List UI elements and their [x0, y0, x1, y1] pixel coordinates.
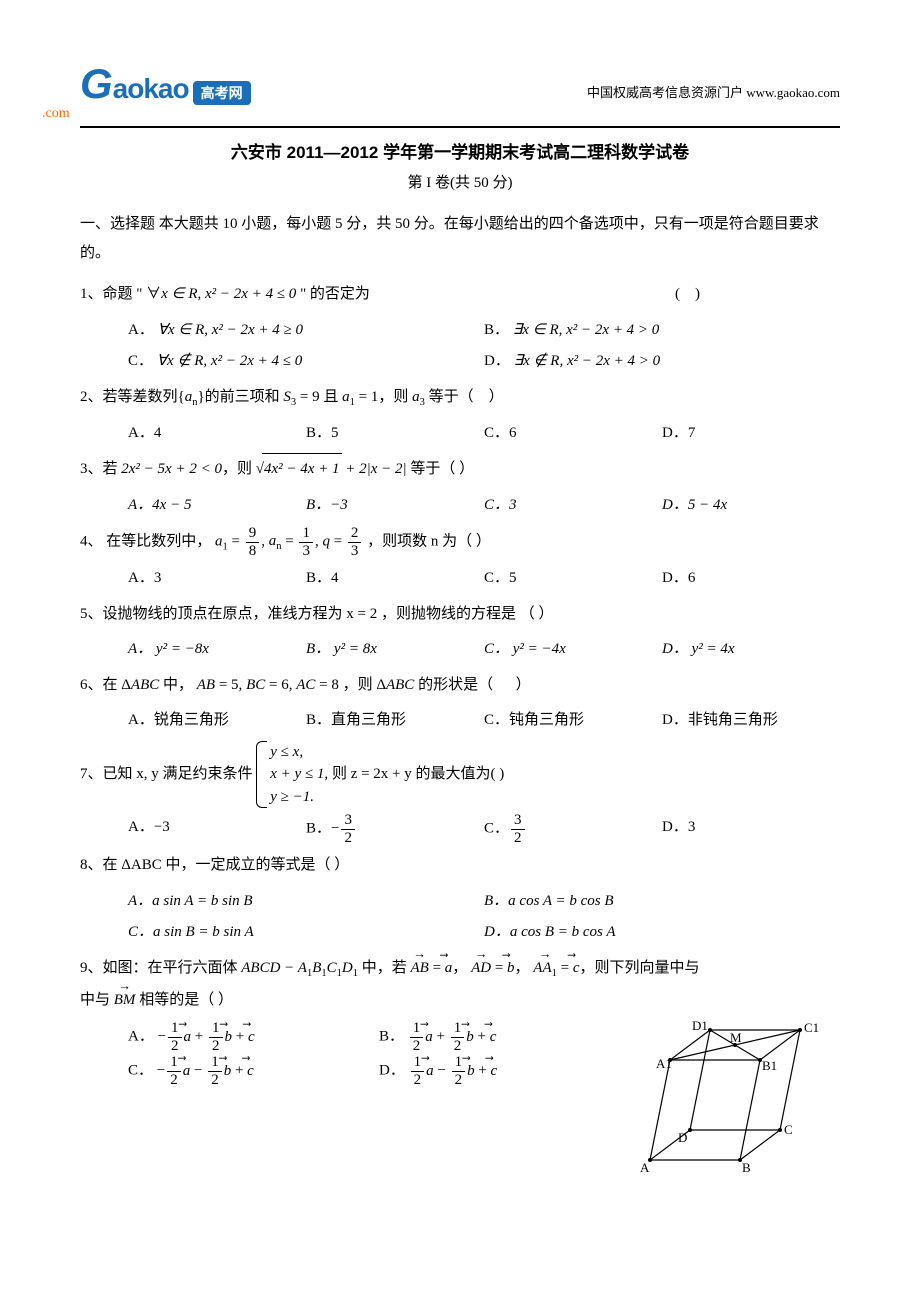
q3-options: A．4x − 5 B．−3 C．3 D．5 − 4x [80, 490, 840, 522]
q7-opt-a: A．−3 [128, 812, 306, 846]
q2-options: A．4 B．5 C．6 D．7 [80, 418, 840, 450]
q5-options: A． y² = −8x B． y² = 8x C． y² = −4x D． y²… [80, 634, 840, 666]
q7-opt-c: C．32 [484, 812, 662, 846]
q9-opt-b: B． 12a + 12b + c [379, 1020, 630, 1054]
q5-opt-d: D． y² = 4x [662, 634, 840, 666]
q4-opt-c: C．5 [484, 563, 662, 595]
question-1: 1、命题 " ∀x ∈ R, x² − 2x + 4 ≤ 0 " 的否定为 ( … [80, 279, 840, 311]
q3-opt-b: B．−3 [306, 490, 484, 522]
q4-options: A．3 B．4 C．5 D．6 [80, 563, 840, 595]
question-5: 5、设抛物线的顶点在原点，准线方程为 x = 2 ，则抛物线的方程是 （ ） [80, 599, 840, 631]
q8-options: A．a sin A = b sin B B．a cos A = b cos B … [80, 886, 840, 949]
constraint-system: y ≤ x, x + y ≤ 1, y ≥ −1. [256, 741, 328, 809]
logo-com: .com [42, 106, 251, 122]
q3-opt-a: A．4x − 5 [128, 490, 306, 522]
q6-opt-b: B．直角三角形 [306, 705, 484, 737]
label-d: D [678, 1130, 687, 1145]
q4-opt-a: A．3 [128, 563, 306, 595]
question-9: 9、如图：在平行六面体 ABCD − A1B1C1D1 中，若 AB = a， … [80, 953, 840, 1017]
page-title: 六安市 2011—2012 学年第一学期期末考试高二理科数学试卷 [80, 138, 840, 163]
q1-opt-d: D． ∃x ∉ R, x² − 2x + 4 > 0 [484, 346, 840, 378]
q9-opt-c: C． −12a − 12b + c [128, 1054, 379, 1088]
q9-body: A． −12a + 12b + c B． 12a + 12b + c C． −1… [80, 1020, 840, 1180]
question-2: 2、若等差数列{an}的前三项和 S3 = 9 且 a1 = 1，则 a3 等于… [80, 382, 840, 414]
q5-opt-a: A． y² = −8x [128, 634, 306, 666]
page-subtitle: 第 I 卷(共 50 分) [80, 171, 840, 192]
section-intro: 一、选择题 本大题共 10 小题，每小题 5 分，共 50 分。在每小题给出的四… [80, 210, 840, 267]
question-8: 8、在 ΔABC 中，一定成立的等式是（ ） [80, 850, 840, 882]
header-row: G aokao 高考网 .com 中国权威高考信息资源门户 www.gaokao… [80, 60, 840, 122]
question-3: 3、若 2x² − 5x + 2 < 0，则 √4x² − 4x + 1 + 2… [80, 453, 840, 486]
logo-badge: 高考网 [193, 81, 251, 105]
q1-stem-post: " 的否定为 [296, 286, 370, 302]
logo-g: G [80, 60, 113, 108]
q1-stem-math: x ∈ R, x² − 2x + 4 ≤ 0 [161, 286, 296, 302]
q1-opt-b: B． ∃x ∈ R, x² − 2x + 4 > 0 [484, 315, 840, 347]
label-d1: D1 [692, 1020, 708, 1033]
exam-page: G aokao 高考网 .com 中国权威高考信息资源门户 www.gaokao… [0, 0, 920, 1260]
q7-opt-b: B．−32 [306, 812, 484, 846]
logo: G aokao 高考网 .com [80, 60, 251, 122]
question-4: 4、 在等比数列中， a1 = 98, an = 13, q = 23 ，则项数… [80, 525, 840, 559]
q1-stem-pre: 1、命题 " ∀ [80, 286, 161, 302]
header-right-text: 中国权威高考信息资源门户 www.gaokao.com [587, 82, 840, 101]
q1-opt-c: C． ∀x ∉ R, x² − 2x + 4 ≤ 0 [128, 346, 484, 378]
q3-opt-c: C．3 [484, 490, 662, 522]
q2-stem: 2、若等差数列{an}的前三项和 S3 = 9 且 a1 = 1，则 a3 等于… [80, 389, 504, 405]
logo-main-text: aokao [113, 73, 189, 105]
label-b: B [742, 1160, 751, 1175]
q5-opt-b: B． y² = 8x [306, 634, 484, 666]
q1-blank: ( ) [675, 279, 700, 311]
q4-opt-b: B．4 [306, 563, 484, 595]
q6-options: A．锐角三角形 B．直角三角形 C．钝角三角形 D．非钝角三角形 [80, 705, 840, 737]
q3-opt-d: D．5 − 4x [662, 490, 840, 522]
label-a1: A1 [656, 1056, 672, 1071]
q7-opt-d: D．3 [662, 812, 840, 846]
q1-options: A． ∀x ∈ R, x² − 2x + 4 ≥ 0 B． ∃x ∈ R, x²… [80, 315, 840, 378]
q2-opt-a: A．4 [128, 418, 306, 450]
label-c: C [784, 1122, 793, 1137]
q9-options: A． −12a + 12b + c B． 12a + 12b + c C． −1… [80, 1020, 630, 1088]
q2-opt-c: C．6 [484, 418, 662, 450]
q5-opt-c: C． y² = −4x [484, 634, 662, 666]
label-m: M [730, 1030, 742, 1045]
q1-opt-a: A． ∀x ∈ R, x² − 2x + 4 ≥ 0 [128, 315, 484, 347]
q6-opt-c: C．钝角三角形 [484, 705, 662, 737]
label-c1: C1 [804, 1020, 819, 1035]
q8-opt-b: B．a cos A = b cos B [484, 886, 840, 918]
q9-opt-d: D． 12a − 12b + c [379, 1054, 630, 1088]
label-a: A [640, 1160, 650, 1175]
q7-options: A．−3 B．−32 C．32 D．3 [80, 812, 840, 846]
question-7: 7、已知 x, y 满足约束条件 y ≤ x, x + y ≤ 1, y ≥ −… [80, 741, 840, 809]
q2-opt-d: D．7 [662, 418, 840, 450]
q6-opt-d: D．非钝角三角形 [662, 705, 840, 737]
cube-diagram: A B C D A1 B1 C1 D1 M [630, 1020, 840, 1180]
header-divider [80, 126, 840, 128]
q9-opt-a: A． −12a + 12b + c [128, 1020, 379, 1054]
q4-opt-d: D．6 [662, 563, 840, 595]
q8-opt-a: A．a sin A = b sin B [128, 886, 484, 918]
q8-opt-c: C．a sin B = b sin A [128, 917, 484, 949]
q6-opt-a: A．锐角三角形 [128, 705, 306, 737]
q2-opt-b: B．5 [306, 418, 484, 450]
label-b1: B1 [762, 1058, 777, 1073]
question-6: 6、在 ΔABC 中， AB = 5, BC = 6, AC = 8 ，则 ΔA… [80, 670, 840, 702]
